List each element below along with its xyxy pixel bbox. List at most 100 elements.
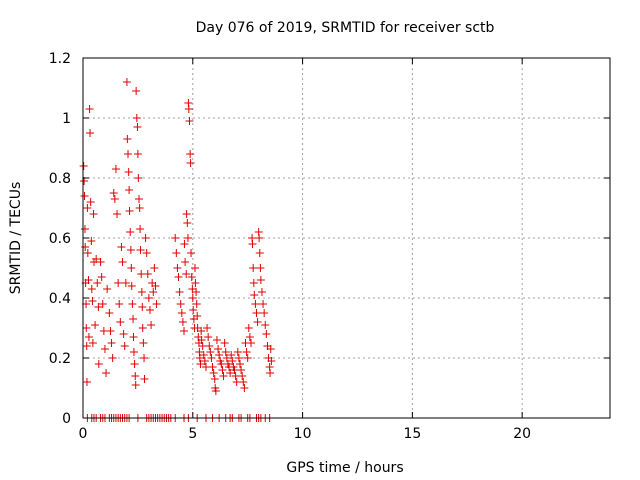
y-tick-label: 1.2	[49, 51, 71, 67]
data-point	[238, 372, 247, 380]
data-point	[130, 360, 139, 368]
data-point	[86, 198, 95, 206]
data-point	[189, 306, 198, 314]
x-tick-label: 10	[294, 426, 312, 442]
data-point	[111, 165, 120, 173]
data-point	[250, 291, 259, 299]
data-point	[187, 273, 196, 281]
data-point	[131, 381, 140, 389]
data-point	[176, 300, 185, 308]
data-point	[197, 327, 206, 335]
data-point	[96, 258, 105, 266]
data-point	[147, 321, 156, 329]
data-point	[117, 243, 126, 251]
data-point	[177, 309, 186, 317]
data-point	[149, 288, 158, 296]
y-axis-label: SRMTID / TECUs	[8, 182, 24, 295]
data-point	[243, 354, 252, 362]
x-tick-label: 20	[513, 426, 531, 442]
data-point	[221, 348, 230, 356]
data-point	[253, 318, 262, 326]
data-point	[239, 378, 248, 386]
data-point	[80, 192, 89, 200]
data-point	[94, 360, 103, 368]
chart-title: Day 076 of 2019, SRMTID for receiver sct…	[196, 20, 495, 36]
data-point	[152, 300, 161, 308]
data-point	[207, 354, 216, 362]
data-point	[85, 105, 94, 113]
data-point	[220, 339, 229, 347]
data-point	[172, 249, 181, 257]
data-point	[244, 324, 253, 332]
data-point	[245, 333, 254, 341]
data-point	[80, 225, 89, 233]
data-point	[125, 186, 134, 194]
data-point	[125, 207, 134, 215]
data-point	[138, 303, 147, 311]
data-point	[94, 303, 103, 311]
data-point	[191, 279, 200, 287]
data-point	[215, 351, 224, 359]
y-tick-label: 0.6	[49, 231, 71, 247]
data-point	[129, 333, 138, 341]
data-point	[108, 354, 117, 362]
data-point	[143, 270, 152, 278]
data-point	[196, 360, 205, 368]
y-tick-label: 1	[62, 111, 71, 127]
data-point	[185, 117, 194, 125]
data-point	[107, 339, 116, 347]
data-point	[98, 300, 107, 308]
data-point	[199, 351, 208, 359]
data-point	[92, 255, 101, 263]
data-point	[136, 246, 145, 254]
data-point	[248, 240, 257, 248]
data-point	[91, 321, 100, 329]
data-point	[110, 195, 119, 203]
data-point	[113, 210, 122, 218]
data-point	[180, 240, 189, 248]
data-point	[249, 264, 258, 272]
data-point	[267, 357, 276, 365]
y-tick-label: 0.8	[49, 171, 71, 187]
grid-lines	[83, 58, 610, 418]
data-point	[180, 327, 189, 335]
data-point	[204, 333, 213, 341]
data-point	[257, 288, 266, 296]
data-point	[252, 309, 261, 317]
data-point	[228, 357, 237, 365]
data-point	[240, 384, 249, 392]
data-point	[256, 264, 265, 272]
data-point	[105, 309, 114, 317]
data-point	[132, 87, 141, 95]
data-point	[174, 273, 183, 281]
data-point	[182, 210, 191, 218]
data-point	[255, 249, 264, 257]
data-point	[212, 336, 221, 344]
y-tick-label: 0.4	[49, 291, 71, 307]
data-point	[246, 339, 255, 347]
data-point	[102, 369, 111, 377]
data-point	[82, 324, 91, 332]
axis-ticks: 0 5 10 15 20 0 0.2 0.4 0.6 0.8 1 1.2	[49, 51, 610, 442]
data-point	[208, 363, 217, 371]
data-point	[260, 309, 269, 317]
data-point	[192, 300, 201, 308]
data-point	[124, 168, 133, 176]
data-point	[227, 351, 236, 359]
data-point	[262, 330, 271, 338]
data-point	[132, 114, 141, 122]
data-point	[106, 327, 115, 335]
data-point	[182, 270, 191, 278]
data-point	[251, 300, 260, 308]
data-point	[197, 336, 206, 344]
data-point	[200, 357, 209, 365]
data-point	[222, 354, 231, 362]
data-point	[171, 234, 180, 242]
plot-frame	[82, 57, 611, 419]
data-point	[88, 297, 97, 305]
data-point	[259, 300, 268, 308]
data-point	[205, 342, 214, 350]
data-point	[83, 249, 92, 257]
data-point	[119, 330, 128, 338]
y-tick-label: 0	[62, 411, 71, 427]
